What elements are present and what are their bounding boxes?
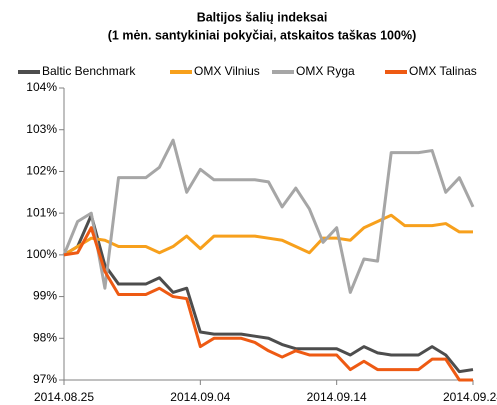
legend-label: OMX Talinas	[409, 64, 477, 78]
y-tick-label: 104%	[26, 80, 57, 94]
y-tick-label: 100%	[26, 247, 57, 261]
chart-subtitle: (1 mėn. santykiniai pokyčiai, atskaitos …	[108, 28, 416, 42]
legend-label: OMX Ryga	[296, 64, 355, 78]
series-line	[62, 138, 475, 294]
legend-label: OMX Vilnius	[194, 64, 260, 78]
y-tick-label: 103%	[26, 122, 57, 136]
y-tick-label: 98%	[33, 330, 57, 344]
x-tick-label: 2014.09.24	[443, 390, 497, 404]
x-tick-label: 2014.09.04	[170, 390, 230, 404]
y-tick-label: 99%	[33, 289, 57, 303]
legend-label: Baltic Benchmark	[42, 64, 136, 78]
series-line	[63, 213, 473, 257]
series-line	[63, 213, 474, 374]
chart-title: Baltijos šalių indeksai	[197, 10, 328, 24]
y-tick-label: 102%	[26, 164, 57, 178]
x-tick-label: 2014.09.14	[307, 390, 367, 404]
x-tick-label: 2014.08.25	[34, 390, 94, 404]
y-tick-label: 101%	[26, 205, 57, 219]
y-tick-label: 97%	[33, 372, 57, 386]
series-line	[63, 226, 473, 382]
